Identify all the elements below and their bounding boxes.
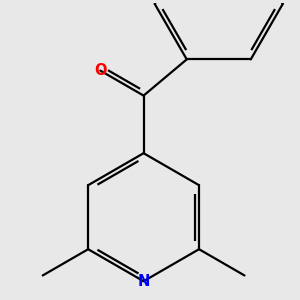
Text: O: O	[94, 63, 106, 78]
Text: N: N	[137, 274, 150, 289]
